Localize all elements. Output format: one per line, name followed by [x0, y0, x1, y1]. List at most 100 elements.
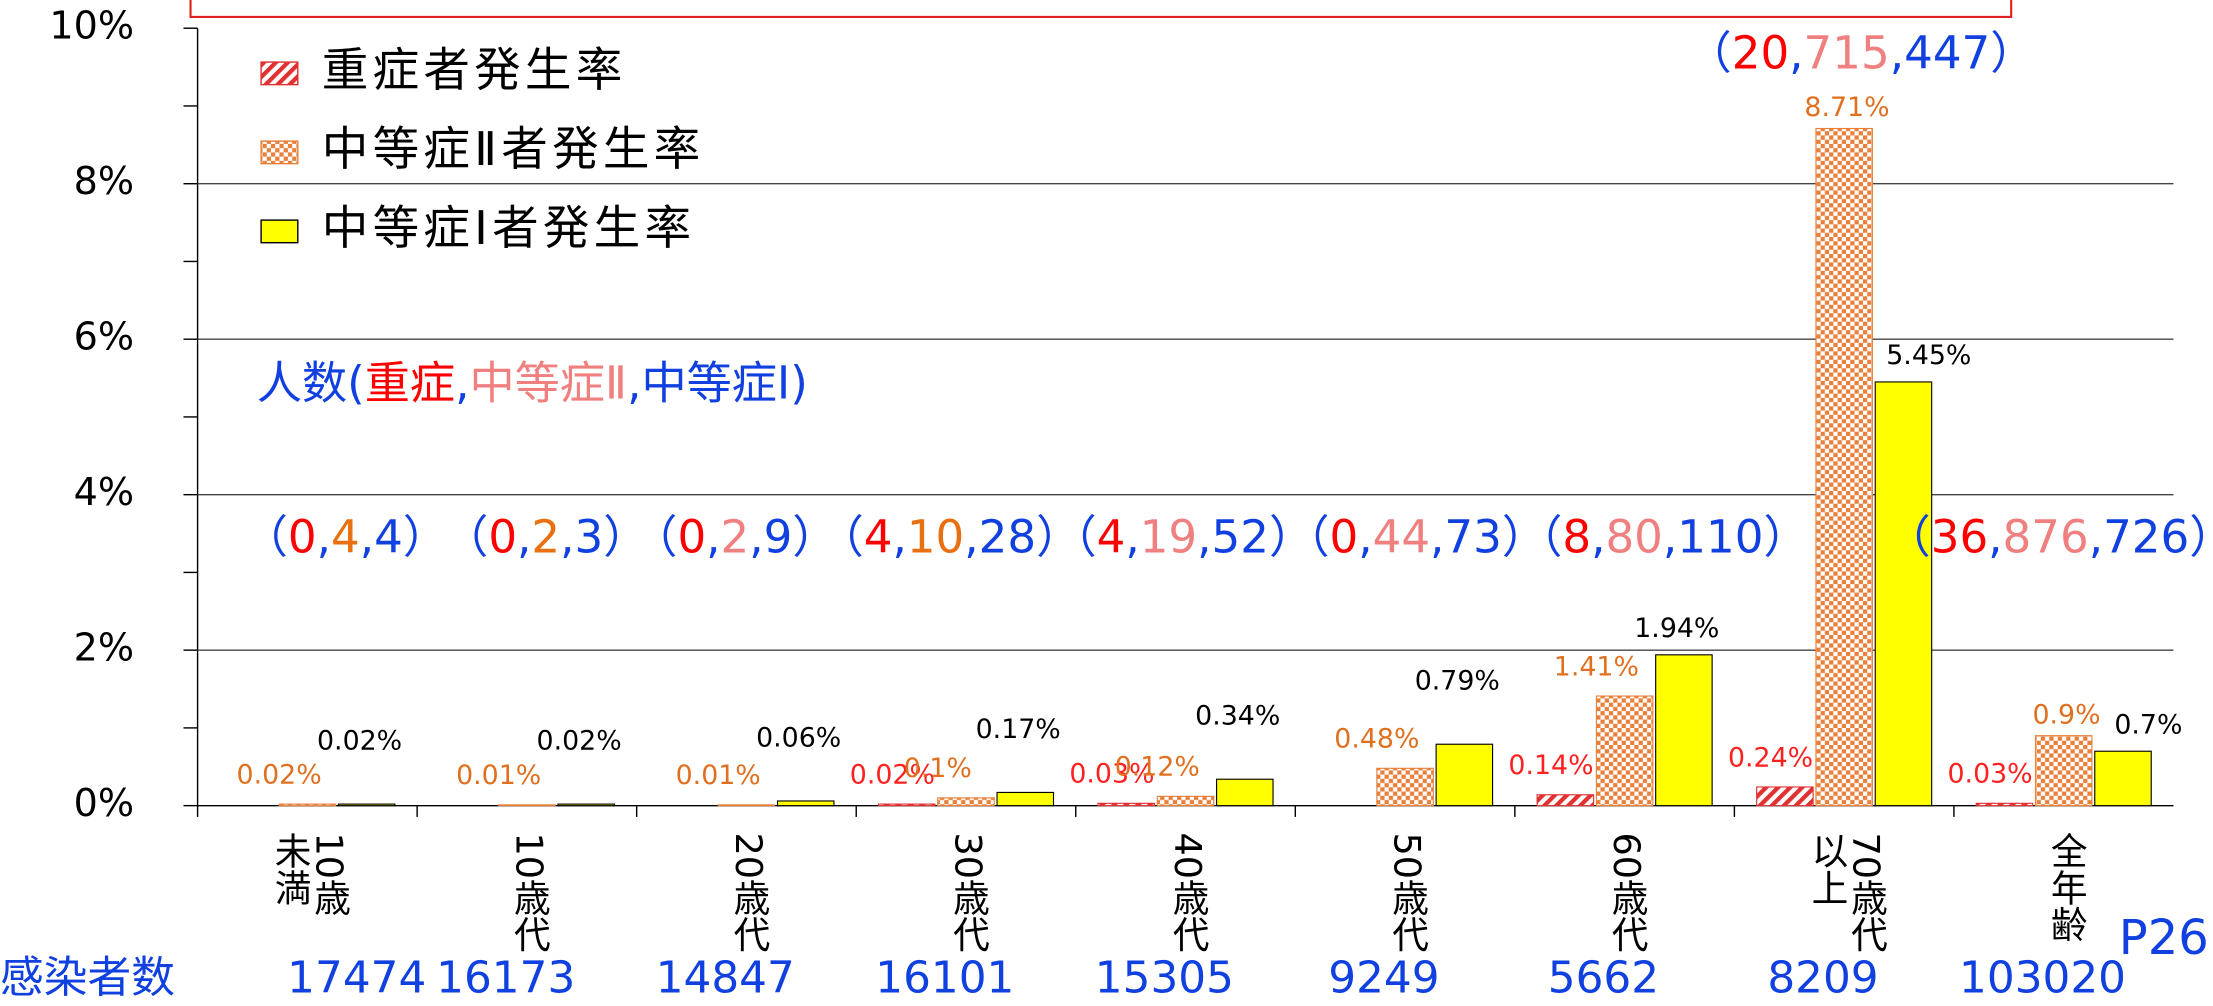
- count-value: 2: [721, 510, 750, 563]
- count-legend: 人数(重症,中等症Ⅱ,中等症Ⅰ): [257, 357, 808, 410]
- bar: [278, 803, 337, 807]
- infected-count: 9249: [1328, 953, 1439, 1004]
- bar: [717, 804, 776, 807]
- bar: [498, 804, 556, 807]
- count-legend-part: 人数(: [257, 357, 365, 410]
- bar: [2034, 735, 2093, 807]
- x-tick-label: 10歳代: [507, 832, 550, 952]
- count-group: （0,44,73）: [1284, 510, 1547, 563]
- data-label: 0.7%: [2114, 709, 2182, 740]
- data-label: 0.02%: [537, 726, 622, 757]
- bar: [1536, 794, 1595, 807]
- legend-label: 中等症Ⅰ者発生率: [322, 201, 695, 255]
- x-tick-label: 40歳代: [1166, 832, 1209, 952]
- count-legend-part: ,: [627, 357, 641, 410]
- count-value: 0: [677, 510, 706, 563]
- y-tick-label: 8%: [74, 159, 134, 203]
- count-paren: （: [1886, 510, 1931, 563]
- count-paren: ）: [1763, 510, 1808, 563]
- count-value: 0: [288, 510, 317, 563]
- x-tick-label: 30歳代: [946, 832, 989, 952]
- bar: [1156, 795, 1215, 807]
- count-paren: （: [243, 510, 288, 563]
- count-value: 876: [2003, 510, 2089, 563]
- count-sep: ,: [706, 510, 720, 563]
- bar: [1975, 802, 2034, 807]
- count-sep: ,: [517, 510, 531, 563]
- infected-count: 103020: [1959, 953, 2126, 1004]
- count-value: 4: [864, 510, 893, 563]
- bar: [1097, 802, 1156, 807]
- infected-count: 16101: [875, 953, 1014, 1004]
- data-label: 0.9%: [2032, 699, 2100, 730]
- title-box: [189, 0, 2013, 18]
- count-sep: ,: [560, 510, 574, 563]
- count-group: （36,876,726）: [1886, 510, 2213, 563]
- count-paren: ）: [403, 510, 448, 563]
- count-paren: （: [632, 510, 677, 563]
- data-label: 0.01%: [456, 760, 541, 791]
- count-paren: （: [443, 510, 488, 563]
- count-value: 0: [1329, 510, 1358, 563]
- count-paren: ）: [1990, 26, 2035, 79]
- bar: [877, 803, 936, 807]
- count-value: 447: [1904, 26, 1990, 79]
- count-sep: ,: [892, 510, 906, 563]
- x-tick-label: 10歳: [308, 832, 351, 915]
- legend-label: 中等症Ⅱ者発生率: [322, 122, 705, 176]
- count-value: 20: [1732, 26, 1789, 79]
- count-value: 3: [575, 510, 604, 563]
- y-tick-label: 4%: [74, 470, 134, 514]
- count-value: 4: [374, 510, 403, 563]
- infected-count: 8209: [1767, 953, 1878, 1004]
- count-value: 715: [1804, 26, 1890, 79]
- data-label: 0.48%: [1334, 724, 1419, 755]
- bar: [1216, 778, 1274, 807]
- data-label: 0.02%: [850, 759, 935, 790]
- count-paren: （: [1051, 510, 1096, 563]
- count-legend-part: 重症: [365, 357, 455, 410]
- legend-swatch: [260, 140, 299, 165]
- count-legend-part: ): [790, 357, 808, 410]
- infected-count: 15305: [1095, 953, 1234, 1004]
- count-sep: ,: [1591, 510, 1605, 563]
- data-label: 0.06%: [756, 722, 841, 753]
- x-tick-label: 20歳代: [727, 832, 770, 952]
- count-group: （0,2,9）: [632, 510, 837, 563]
- count-sep: ,: [1988, 510, 2002, 563]
- count-value: 44: [1373, 510, 1430, 563]
- count-value: 36: [1931, 510, 1988, 563]
- data-label: 0.03%: [1948, 759, 2033, 790]
- count-paren: ）: [792, 510, 837, 563]
- legend-label: 重症者発生率: [322, 43, 627, 97]
- bar: [557, 803, 615, 807]
- count-sep: ,: [1197, 510, 1211, 563]
- count-value: 4: [331, 510, 360, 563]
- count-legend-part: 中等症Ⅱ: [469, 357, 627, 410]
- bar: [937, 797, 995, 807]
- count-value: 4: [1097, 510, 1126, 563]
- count-group: （0,2,3）: [443, 510, 648, 563]
- count-value: 10: [907, 510, 964, 563]
- count-value: 726: [2103, 510, 2189, 563]
- legend-swatch: [260, 61, 299, 86]
- x-tick-label: 未満: [268, 832, 311, 905]
- y-tick-label: 0%: [74, 781, 134, 825]
- data-label: 0.34%: [1195, 701, 1280, 732]
- count-legend-part: ,: [455, 357, 469, 410]
- count-sep: ,: [964, 510, 978, 563]
- bar: [1874, 381, 1933, 807]
- data-label: 1.94%: [1634, 613, 1719, 644]
- count-paren: ）: [1269, 510, 1314, 563]
- count-paren: ）: [1036, 510, 1081, 563]
- infected-count: 14847: [656, 953, 795, 1004]
- count-group: （20,715,447）: [1687, 26, 2036, 79]
- count-value: 110: [1677, 510, 1763, 563]
- legend-swatch: [260, 219, 299, 244]
- count-paren: ）: [2189, 510, 2213, 563]
- count-paren: （: [819, 510, 864, 563]
- bar: [2094, 750, 2152, 807]
- count-sep: ,: [1663, 510, 1677, 563]
- y-tick-label: 2%: [74, 626, 134, 670]
